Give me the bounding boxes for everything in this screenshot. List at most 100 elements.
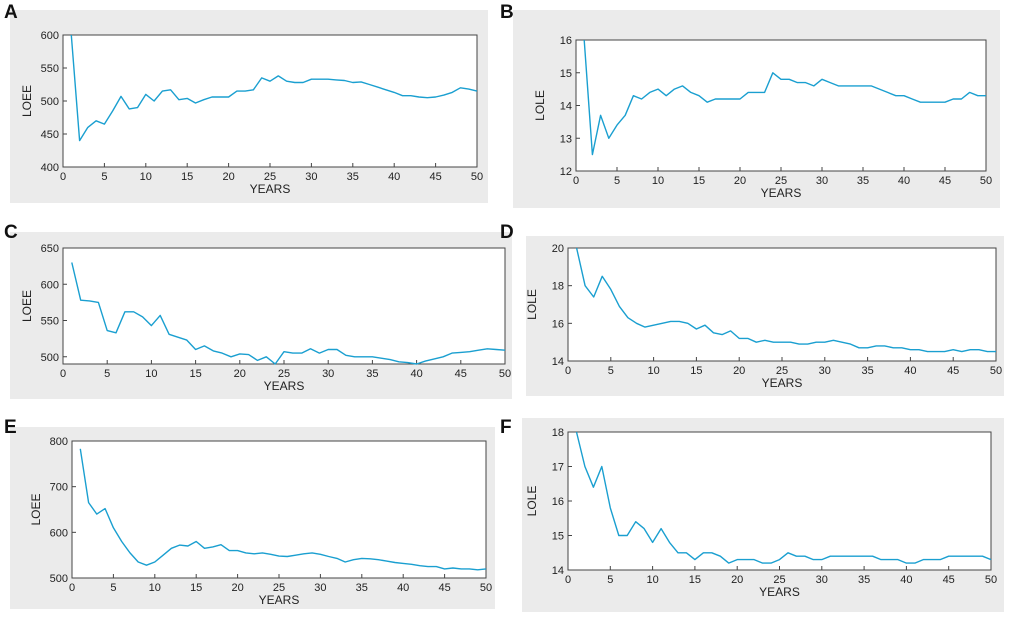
x-tick-label-f: 50 (985, 574, 997, 586)
panel-label-c: C (4, 222, 18, 243)
x-axis-label-c: YEARS (264, 379, 305, 393)
x-tick-label-c: 0 (60, 368, 66, 380)
x-tick-label-f: 0 (565, 574, 571, 586)
y-tick-label-c: 600 (41, 279, 59, 291)
series-line-d (575, 247, 996, 353)
series-line-c (71, 262, 506, 365)
panel-label-b: B (500, 2, 514, 23)
y-tick-label-a: 450 (41, 129, 59, 141)
x-tick-label-b: 20 (734, 175, 746, 187)
x-tick-label-d: 15 (690, 365, 702, 377)
y-tick-label-c: 500 (41, 352, 59, 364)
panel-label-d: D (500, 222, 514, 243)
x-tick-label-d: 5 (608, 365, 614, 377)
x-axis-label-f: YEARS (759, 585, 800, 599)
x-tick-label-f: 15 (689, 574, 701, 586)
y-tick-label-b: 16 (560, 35, 572, 47)
y-tick-label-b: 13 (560, 133, 572, 145)
x-tick-label-b: 15 (693, 175, 705, 187)
x-tick-label-d: 10 (647, 365, 659, 377)
x-tick-label-e: 35 (356, 582, 368, 594)
x-tick-label-a: 30 (305, 171, 317, 183)
y-tick-label-a: 500 (41, 96, 59, 108)
x-tick-label-b: 5 (614, 175, 620, 187)
x-tick-label-b: 0 (573, 175, 579, 187)
x-tick-label-e: 30 (314, 582, 326, 594)
x-tick-label-e: 5 (110, 582, 116, 594)
y-axis-label-b: LOLE (533, 90, 547, 121)
series-line-f (575, 431, 992, 564)
x-tick-label-d: 0 (565, 365, 571, 377)
x-tick-label-e: 0 (69, 582, 75, 594)
y-tick-label-a: 600 (41, 30, 59, 42)
x-tick-label-d: 45 (947, 365, 959, 377)
x-tick-label-c: 25 (278, 368, 290, 380)
y-tick-label-e: 700 (50, 482, 68, 494)
x-tick-label-d: 35 (861, 365, 873, 377)
x-tick-label-f: 40 (900, 574, 912, 586)
y-tick-label-e: 500 (50, 573, 68, 585)
x-tick-label-c: 50 (499, 368, 511, 380)
y-tick-label-d: 14 (552, 356, 564, 368)
x-tick-label-f: 30 (816, 574, 828, 586)
x-tick-label-e: 50 (480, 582, 492, 594)
x-tick-label-d: 20 (733, 365, 745, 377)
x-tick-label-e: 45 (438, 582, 450, 594)
x-tick-label-b: 50 (980, 175, 992, 187)
panel-label-e: E (4, 417, 17, 438)
x-tick-label-c: 30 (322, 368, 334, 380)
x-tick-label-c: 10 (145, 368, 157, 380)
plot-area-f (567, 431, 992, 571)
x-axis-label-e: YEARS (259, 593, 300, 607)
y-axis-label-f: LOLE (525, 486, 539, 517)
y-tick-label-f: 17 (552, 462, 564, 474)
y-axis-label-e: LOEE (29, 493, 43, 525)
series-line-b (583, 39, 986, 156)
y-tick-label-f: 18 (552, 427, 564, 439)
x-axis-label-b: YEARS (761, 186, 802, 200)
y-tick-label-f: 15 (552, 531, 564, 543)
x-tick-label-d: 40 (904, 365, 916, 377)
x-tick-label-a: 15 (181, 171, 193, 183)
x-tick-label-c: 35 (366, 368, 378, 380)
x-tick-label-a: 35 (347, 171, 359, 183)
plot-area-b (575, 39, 987, 172)
y-tick-label-b: 12 (560, 166, 572, 178)
x-tick-label-f: 45 (943, 574, 955, 586)
panel-label-a: A (4, 2, 18, 23)
x-tick-label-a: 10 (140, 171, 152, 183)
y-tick-label-b: 15 (560, 68, 572, 80)
y-tick-label-e: 800 (50, 436, 68, 448)
series-line-a (70, 34, 478, 142)
y-tick-label-e: 600 (50, 527, 68, 539)
x-tick-label-a: 45 (429, 171, 441, 183)
x-tick-label-f: 10 (646, 574, 658, 586)
panel-label-f: F (500, 417, 512, 438)
plot-area-e (71, 440, 487, 579)
plot-area-a (62, 34, 478, 168)
x-tick-label-a: 20 (222, 171, 234, 183)
x-tick-label-c: 20 (234, 368, 246, 380)
x-tick-label-c: 45 (455, 368, 467, 380)
y-tick-label-c: 550 (41, 316, 59, 328)
x-axis-label-a: YEARS (250, 182, 291, 196)
x-tick-label-d: 50 (990, 365, 1002, 377)
x-tick-label-a: 50 (471, 171, 483, 183)
y-axis-label-c: LOEE (20, 290, 34, 322)
x-tick-label-a: 5 (101, 171, 107, 183)
x-tick-label-c: 40 (410, 368, 422, 380)
y-tick-label-d: 16 (552, 318, 564, 330)
y-tick-label-a: 550 (41, 63, 59, 75)
y-tick-label-a: 400 (41, 162, 59, 174)
x-tick-label-d: 25 (776, 365, 788, 377)
plot-area-c (62, 247, 506, 365)
x-tick-label-e: 25 (273, 582, 285, 594)
y-tick-label-d: 18 (552, 281, 564, 293)
x-tick-label-a: 40 (388, 171, 400, 183)
y-tick-label-b: 14 (560, 101, 572, 113)
x-tick-label-d: 30 (819, 365, 831, 377)
